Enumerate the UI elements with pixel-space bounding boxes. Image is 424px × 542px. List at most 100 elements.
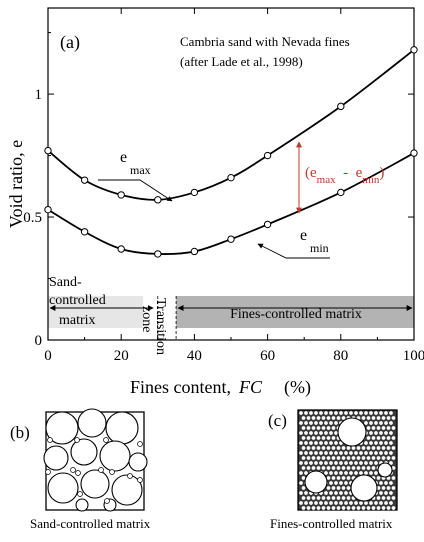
data-point <box>263 220 272 229</box>
fine-particle <box>313 450 319 456</box>
fine-particle <box>323 410 329 416</box>
data-point <box>190 188 199 197</box>
fine-particle <box>376 455 381 461</box>
fine-particle <box>318 440 324 446</box>
fine-particle <box>47 437 53 443</box>
emax-label: e max <box>98 149 173 202</box>
fine-particle <box>341 445 346 451</box>
fine-particle <box>381 435 386 441</box>
fine-particle <box>77 491 83 497</box>
fine-particle <box>318 430 324 436</box>
fine-particle <box>381 505 386 511</box>
fine-particle <box>341 505 346 511</box>
fine-particle <box>303 420 309 426</box>
fine-particle <box>366 435 371 441</box>
fine-particle <box>391 505 396 511</box>
fine-particle <box>373 470 379 476</box>
fine-particle <box>306 465 311 471</box>
sand-grain <box>80 469 110 499</box>
fine-particle <box>298 460 304 466</box>
data-point <box>337 188 345 197</box>
fine-particle <box>363 440 369 446</box>
fine-particle <box>371 445 376 451</box>
fine-particle <box>376 435 381 441</box>
sand-grain <box>75 498 89 512</box>
data-point <box>44 205 52 214</box>
fine-particle <box>341 495 346 501</box>
fine-particle <box>298 470 304 476</box>
fine-particle <box>338 460 344 466</box>
fine-particle <box>321 505 326 511</box>
fine-particle <box>303 410 309 416</box>
fine-particle <box>326 415 331 421</box>
fine-particle <box>341 455 346 461</box>
fine-particle <box>301 455 306 461</box>
fine-particle <box>373 430 379 436</box>
regions-layer <box>48 296 414 340</box>
fine-particle <box>388 480 394 486</box>
data-point <box>227 173 235 182</box>
fine-particle <box>318 410 324 416</box>
fine-particle <box>366 505 371 511</box>
data-point <box>263 151 272 160</box>
fine-particle <box>363 410 369 416</box>
x-tick-label: 0 <box>44 348 52 364</box>
fine-particle <box>316 505 321 511</box>
fine-particle <box>361 505 366 511</box>
fine-particle <box>331 415 336 421</box>
fine-particle <box>313 410 319 416</box>
fine-particle <box>376 425 381 431</box>
fine-particle <box>323 490 329 496</box>
fine-particle <box>328 470 334 476</box>
fine-particle <box>348 410 354 416</box>
fine-particle <box>366 465 371 471</box>
fine-particle <box>328 500 334 506</box>
sand-controlled-band <box>48 296 144 328</box>
fine-particle <box>316 445 321 451</box>
fine-particle <box>336 465 341 471</box>
ticks-layer: 0 20 40 60 80 100 0 0.5 1 <box>23 8 424 364</box>
fine-particle <box>306 415 311 421</box>
sand-grain <box>99 440 131 472</box>
fine-particle <box>303 470 309 476</box>
fine-particle <box>298 420 304 426</box>
fine-particle <box>316 455 321 461</box>
fine-particle <box>323 450 329 456</box>
fine-particle <box>343 450 349 456</box>
fine-particle <box>318 420 324 426</box>
fine-particle <box>371 465 376 471</box>
data-point <box>410 46 418 54</box>
fine-particle <box>376 505 381 511</box>
fine-particle <box>383 430 389 436</box>
fine-particle <box>333 490 339 496</box>
fine-particle <box>383 420 389 426</box>
data-point <box>154 196 162 204</box>
fine-particle <box>346 505 351 511</box>
fine-particle <box>338 480 344 486</box>
fine-particle <box>388 490 394 496</box>
fine-particle <box>343 480 349 486</box>
fine-particle <box>361 465 366 471</box>
fine-particle <box>371 435 376 441</box>
fine-particle <box>328 410 334 416</box>
fine-particle <box>298 430 304 436</box>
fine-particle <box>298 450 304 456</box>
fine-particle <box>323 460 329 466</box>
fine-particle <box>348 470 354 476</box>
fine-particle <box>353 450 359 456</box>
fine-particle <box>323 430 329 436</box>
fine-particle <box>311 495 316 501</box>
fine-particle <box>343 500 349 506</box>
fine-particle <box>388 460 394 466</box>
fine-particle <box>308 450 314 456</box>
fine-particle <box>326 455 331 461</box>
fine-particle <box>306 445 311 451</box>
fine-particle <box>321 455 326 461</box>
sand-grain <box>45 411 79 445</box>
fine-particle <box>388 420 394 426</box>
fine-particle <box>378 430 384 436</box>
fine-particle <box>338 470 344 476</box>
fine-particle <box>336 495 341 501</box>
data-point <box>44 146 52 155</box>
sand-grain <box>377 462 393 478</box>
